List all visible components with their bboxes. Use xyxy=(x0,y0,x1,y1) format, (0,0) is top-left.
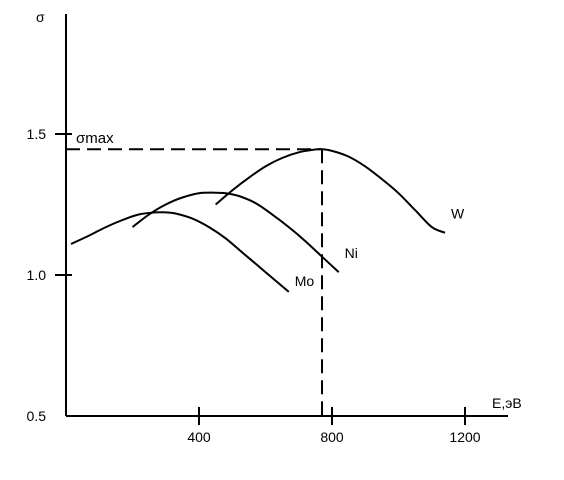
x-tick-label-1200: 1200 xyxy=(449,429,480,445)
series-label-mo: Mo xyxy=(295,273,315,289)
sigma-max-label: σmax xyxy=(76,130,114,147)
y-tick-label-1.0: 1.0 xyxy=(27,267,47,283)
axes: 400 800 1200 0.5 1.0 1.5 xyxy=(27,14,508,445)
x-tick-label-800: 800 xyxy=(320,429,344,445)
sigma-max-guides: σmax xyxy=(66,130,324,416)
y-tick-label-1.5: 1.5 xyxy=(27,126,47,142)
x-axis-title: E,эВ xyxy=(492,395,522,411)
labels: σ E,эВ Mo Ni W xyxy=(36,9,522,411)
curve-mo xyxy=(70,211,290,293)
series-label-ni: Ni xyxy=(345,245,358,261)
x-tick-label-400: 400 xyxy=(187,429,211,445)
y-tick-label-0.5: 0.5 xyxy=(27,408,47,424)
y-axis-title: σ xyxy=(36,9,45,25)
curve-w xyxy=(214,148,446,234)
curves xyxy=(70,148,446,293)
series-label-w: W xyxy=(451,206,465,222)
curve-ni xyxy=(131,191,340,273)
